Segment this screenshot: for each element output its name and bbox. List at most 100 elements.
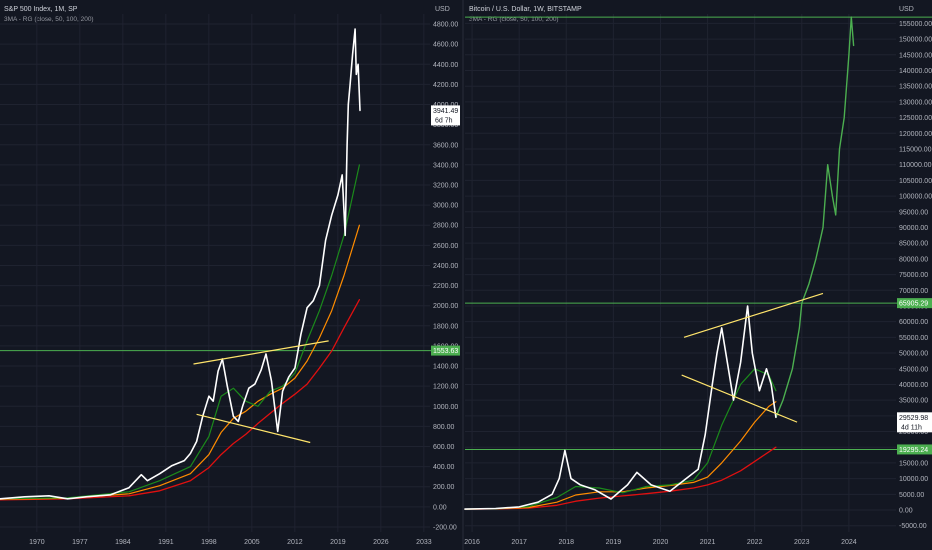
sp500-y-tick-label: -200.00 xyxy=(433,524,457,531)
btc-y-tick-label: 100000.00 xyxy=(899,194,932,201)
sp500-last-price-label: 3941.49 xyxy=(433,108,458,115)
sp500-price-label: 1553.63 xyxy=(433,348,458,355)
sp500-x-tick-label: 1984 xyxy=(115,539,131,546)
btc-price-label-bg xyxy=(897,298,932,309)
sp500-title: S&P 500 Index, 1M, SP xyxy=(4,6,78,13)
sp500-trendline xyxy=(196,413,311,444)
btc-trendline xyxy=(683,292,824,338)
sp500-indicator-label: 3MA - RG (close, 50, 100, 200) xyxy=(4,16,94,23)
btc-x-tick-label: 2018 xyxy=(558,539,574,546)
btc-y-tick-label: 150000.00 xyxy=(899,37,932,44)
sp500-ma100-line xyxy=(0,224,360,500)
btc-last-price-label: 29529.98 xyxy=(899,415,928,422)
sp500-x-tick-label: 2026 xyxy=(373,539,389,546)
btc-y-tick-label: 70000.00 xyxy=(899,288,928,295)
btc-bar-countdown-label: 4d 11h xyxy=(901,424,922,431)
sp500-price-line xyxy=(0,28,361,500)
sp500-y-tick-label: 2400.00 xyxy=(433,263,458,270)
sp500-y-tick-label: 2200.00 xyxy=(433,283,458,290)
btc-projection-line xyxy=(775,16,855,418)
sp500-y-tick-label: 800.00 xyxy=(433,424,455,431)
sp500-last-price-label-bg xyxy=(431,105,460,126)
btc-y-tick-label: 55000.00 xyxy=(899,335,928,342)
btc-y-tick-label: 140000.00 xyxy=(899,68,932,75)
btc-y-tick-label: 50000.00 xyxy=(899,351,928,358)
btc-y-tick-label: 130000.00 xyxy=(899,99,932,106)
btc-y-tick-label: 35000.00 xyxy=(899,398,928,405)
sp500-y-tick-label: 400.00 xyxy=(433,464,455,471)
sp500-y-tick-label: 2800.00 xyxy=(433,223,458,230)
sp500-x-tick-label: 2012 xyxy=(287,539,303,546)
btc-price-label-bg xyxy=(897,444,932,455)
sp500-y-tick-label: 3600.00 xyxy=(433,142,458,149)
btc-currency-label: USD xyxy=(899,6,914,13)
btc-y-tick-label: 120000.00 xyxy=(899,131,932,138)
btc-y-tick-label: 135000.00 xyxy=(899,84,932,91)
sp500-y-tick-label: 3200.00 xyxy=(433,182,458,189)
sp500-y-tick-label: 600.00 xyxy=(433,444,455,451)
btc-y-tick-label: 15000.00 xyxy=(899,460,928,467)
sp500-currency-label: USD xyxy=(435,6,450,13)
btc-x-tick-label: 2024 xyxy=(841,539,857,546)
btc-x-tick-label: 2020 xyxy=(653,539,669,546)
sp500-y-tick-label: 2000.00 xyxy=(433,303,458,310)
btc-last-price-label-bg xyxy=(897,412,932,433)
sp500-x-tick-label: 1977 xyxy=(72,539,88,546)
btc-y-tick-label: 85000.00 xyxy=(899,241,928,248)
btc-y-tick-label: 60000.00 xyxy=(899,319,928,326)
sp500-y-tick-label: 4200.00 xyxy=(433,82,458,89)
sp500-y-tick-label: 1200.00 xyxy=(433,384,458,391)
btc-y-tick-label: -5000.00 xyxy=(899,523,927,530)
sp500-ma50-line xyxy=(0,164,360,500)
sp500-x-tick-label: 1991 xyxy=(158,539,174,546)
btc-y-tick-label: 75000.00 xyxy=(899,272,928,279)
sp500-y-tick-label: 2600.00 xyxy=(433,243,458,250)
sp500-y-tick-label: 1000.00 xyxy=(433,404,458,411)
btc-y-tick-label: 125000.00 xyxy=(899,115,932,122)
sp500-y-tick-label: 4400.00 xyxy=(433,62,458,69)
btc-price-label: 19295.24 xyxy=(899,447,928,454)
sp500-y-tick-label: 3400.00 xyxy=(433,162,458,169)
btc-ma50-line xyxy=(464,368,777,510)
sp500-trendline xyxy=(193,340,329,365)
sp500-x-tick-label: 2033 xyxy=(416,539,432,546)
btc-y-tick-label: 25000.00 xyxy=(899,429,928,436)
btc-y-tick-label: 110000.00 xyxy=(899,162,932,169)
btc-title: Bitcoin / U.S. Dollar, 1W, BITSTAMP xyxy=(469,6,582,13)
btc-y-tick-label: 90000.00 xyxy=(899,225,928,232)
btc-x-tick-label: 2016 xyxy=(464,539,480,546)
btc-trendline xyxy=(681,374,798,423)
btc-y-tick-label: 45000.00 xyxy=(899,366,928,373)
sp500-ma200-line xyxy=(0,299,361,501)
btc-x-tick-label: 2023 xyxy=(794,539,810,546)
btc-ma200-line xyxy=(464,446,777,510)
btc-x-tick-label: 2019 xyxy=(606,539,622,546)
sp500-x-tick-label: 2019 xyxy=(330,539,346,546)
sp500-y-tick-label: 200.00 xyxy=(433,484,455,491)
btc-y-tick-label: 115000.00 xyxy=(899,146,932,153)
sp500-x-tick-label: 2005 xyxy=(244,539,260,546)
sp500-y-tick-label: 4600.00 xyxy=(433,42,458,49)
sp500-y-tick-label: 4800.00 xyxy=(433,22,458,29)
sp500-y-tick-label: 1400.00 xyxy=(433,364,458,371)
btc-y-tick-label: 10000.00 xyxy=(899,476,928,483)
sp500-x-tick-label: 1998 xyxy=(201,539,217,546)
btc-y-tick-label: 40000.00 xyxy=(899,382,928,389)
btc-y-tick-label: 95000.00 xyxy=(899,209,928,216)
btc-y-tick-label: 105000.00 xyxy=(899,178,932,185)
btc-indicator-label: 3MA - RG (close, 50, 100, 200) xyxy=(469,16,559,23)
btc-x-tick-label: 2021 xyxy=(700,539,716,546)
btc-y-tick-label: 155000.00 xyxy=(899,21,932,28)
sp500-bar-countdown-label: 6d 7h xyxy=(435,117,453,124)
btc-price-line xyxy=(464,305,777,510)
sp500-y-tick-label: 3800.00 xyxy=(433,122,458,129)
btc-y-tick-label: 0.00 xyxy=(899,508,913,515)
sp500-y-tick-label: 3000.00 xyxy=(433,203,458,210)
btc-x-tick-label: 2017 xyxy=(511,539,527,546)
btc-y-tick-label: 5000.00 xyxy=(899,492,924,499)
sp500-x-tick-label: 1970 xyxy=(29,539,45,546)
sp500-price-label-bg xyxy=(431,345,460,356)
btc-x-tick-label: 2022 xyxy=(747,539,763,546)
